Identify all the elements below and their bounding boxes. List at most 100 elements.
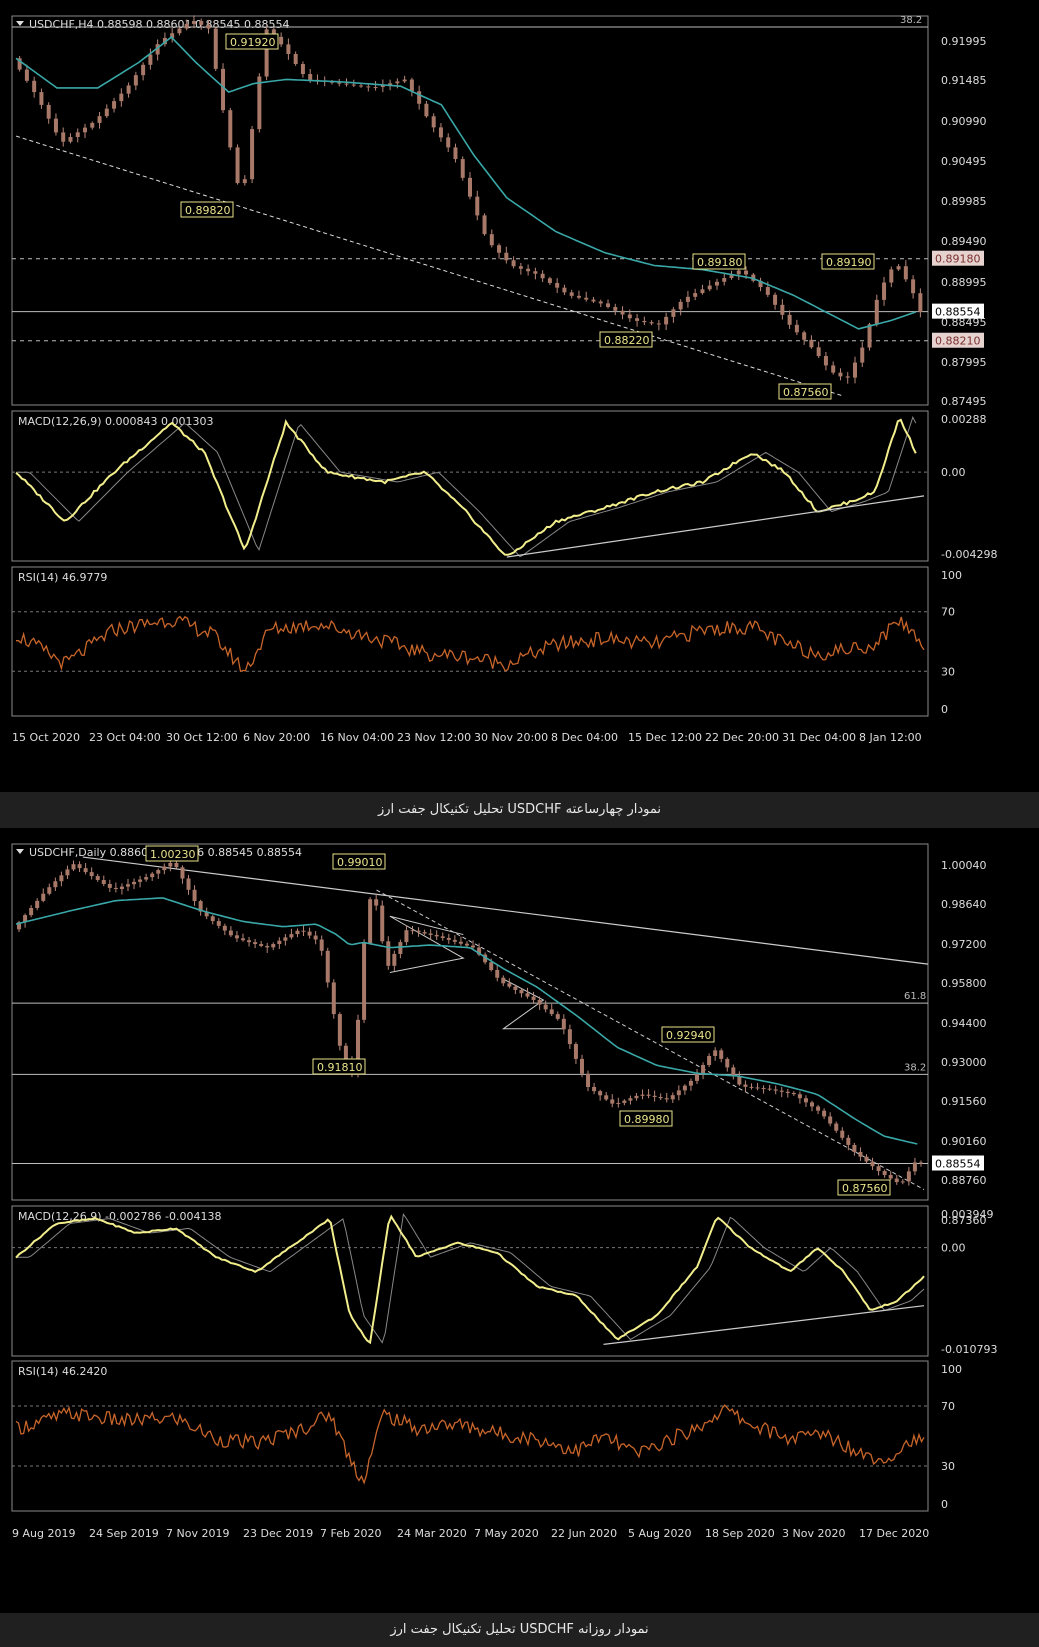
macd-tick-label: 0.00 bbox=[941, 1242, 966, 1255]
macd-line bbox=[15, 418, 917, 556]
candle-body bbox=[192, 889, 197, 902]
candle-body bbox=[785, 1091, 790, 1094]
price-tick-label: 0.89985 bbox=[941, 195, 987, 208]
candle-body bbox=[362, 943, 367, 1020]
candle-body bbox=[47, 887, 52, 894]
candle-body bbox=[731, 1067, 736, 1076]
candle-body bbox=[241, 938, 245, 941]
rsi-tick-label: 30 bbox=[941, 665, 955, 678]
candle-body bbox=[59, 875, 64, 882]
candle-body bbox=[896, 266, 901, 270]
candle-body bbox=[838, 372, 843, 377]
price-marker-label: 0.88554 bbox=[935, 1158, 981, 1171]
price-marker-label: 0.89180 bbox=[935, 253, 981, 266]
rsi-tick-label: 30 bbox=[941, 1460, 955, 1473]
date-tick-label: 7 Feb 2020 bbox=[320, 1527, 381, 1540]
rsi-line bbox=[15, 1404, 925, 1485]
candle-body bbox=[228, 110, 233, 148]
price-tick-label: 0.88495 bbox=[941, 316, 987, 329]
candle-body bbox=[513, 986, 518, 990]
price-tick-label: 0.88995 bbox=[941, 276, 987, 289]
candle-body bbox=[144, 877, 149, 880]
candle-body bbox=[658, 1097, 663, 1099]
candle-body bbox=[286, 44, 291, 54]
candle-body bbox=[234, 935, 239, 939]
price-annotation-label: 0.89980 bbox=[624, 1113, 670, 1126]
candle-body bbox=[271, 944, 276, 948]
candle-body bbox=[649, 322, 654, 324]
date-tick-label: 23 Oct 04:00 bbox=[89, 731, 161, 744]
candle-body bbox=[767, 1088, 772, 1090]
price-tick-label: 0.91485 bbox=[941, 74, 987, 87]
candle-body bbox=[533, 271, 538, 274]
date-tick-label: 6 Nov 20:00 bbox=[243, 731, 310, 744]
candle-body bbox=[257, 76, 262, 130]
candle-body bbox=[918, 1162, 923, 1164]
candle-body bbox=[68, 137, 73, 142]
candle-body bbox=[440, 936, 445, 938]
date-tick-label: 9 Aug 2019 bbox=[12, 1527, 75, 1540]
candle-body bbox=[755, 1087, 760, 1089]
h4-chart-panel: USDCHF,H4 0.88598 0.88601 0.88545 0.8855… bbox=[0, 0, 1039, 792]
candle-body bbox=[670, 1095, 675, 1100]
candle-body bbox=[627, 314, 632, 319]
daily-chart-panel: USDCHF,Daily 0.88609 0.88666 0.88545 0.8… bbox=[0, 828, 1039, 1613]
candle-body bbox=[300, 63, 305, 75]
candle-body bbox=[562, 287, 567, 293]
price-annotation-box bbox=[599, 331, 653, 348]
candle-body bbox=[174, 862, 179, 868]
candle-body bbox=[77, 864, 82, 869]
candle-body bbox=[894, 1178, 899, 1183]
candle-body bbox=[301, 930, 306, 932]
candle-body bbox=[714, 281, 719, 286]
candle-body bbox=[17, 922, 22, 930]
daily-chart-caption: تحلیل تکنیکال جفت ارز USDCHF نمودار روزا… bbox=[390, 1622, 649, 1637]
candle-body bbox=[380, 905, 385, 942]
price-tick-label: 0.91995 bbox=[941, 35, 987, 48]
candle-body bbox=[125, 884, 130, 887]
date-tick-label: 15 Dec 12:00 bbox=[628, 731, 702, 744]
candle-body bbox=[75, 132, 80, 138]
price-annotation-box bbox=[661, 1026, 715, 1043]
date-tick-label: 22 Dec 20:00 bbox=[705, 731, 779, 744]
candle-body bbox=[676, 1090, 681, 1096]
candle-body bbox=[828, 1116, 833, 1124]
candle-body bbox=[308, 74, 313, 80]
candle-body bbox=[816, 1106, 821, 1111]
macd-label: MACD(12,26,9) -0.002786 -0.004138 bbox=[18, 1210, 221, 1223]
candle-body bbox=[331, 982, 336, 1015]
candle-body bbox=[222, 925, 227, 931]
candle-body bbox=[693, 293, 698, 297]
candle-body bbox=[148, 54, 153, 65]
candle-body bbox=[104, 108, 109, 117]
price-annotation-label: 0.89190 bbox=[826, 256, 872, 269]
candle-body bbox=[404, 930, 409, 943]
price-tick-label: 0.88760 bbox=[941, 1174, 987, 1187]
candle-body bbox=[475, 196, 480, 216]
candle-body bbox=[162, 37, 167, 45]
candle-body bbox=[191, 21, 196, 24]
candle-body bbox=[797, 1094, 802, 1099]
date-tick-label: 30 Nov 20:00 bbox=[474, 731, 548, 744]
candle-body bbox=[482, 215, 487, 235]
candle-body bbox=[489, 962, 494, 971]
candle-body bbox=[526, 268, 531, 272]
candle-body bbox=[95, 876, 100, 881]
candle-body bbox=[722, 278, 727, 282]
candle-body bbox=[351, 84, 356, 86]
candle-body bbox=[477, 947, 482, 955]
candle-body bbox=[198, 901, 203, 912]
candle-body bbox=[23, 915, 28, 923]
price-tick-label: 0.90160 bbox=[941, 1135, 987, 1148]
candle-body bbox=[858, 1151, 863, 1157]
candle-body bbox=[900, 1181, 905, 1183]
candle-body bbox=[579, 1058, 584, 1074]
candle-body bbox=[452, 939, 457, 942]
candle-body bbox=[816, 347, 821, 357]
candle-body bbox=[279, 36, 284, 45]
candle-body bbox=[567, 1029, 572, 1045]
date-tick-label: 24 Mar 2020 bbox=[397, 1527, 467, 1540]
candle-body bbox=[744, 270, 749, 275]
candle-body bbox=[409, 79, 414, 92]
price-tick-label: 0.89490 bbox=[941, 235, 987, 248]
